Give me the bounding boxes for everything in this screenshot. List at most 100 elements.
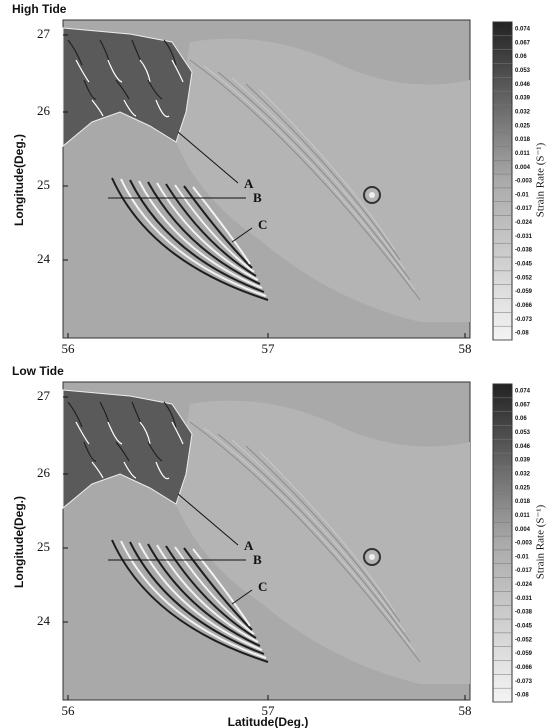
colorbar-tick-label: 0.004 (515, 527, 531, 533)
y-tick-label: 24 (37, 251, 51, 266)
transect-label: A (244, 538, 254, 553)
coast-land (62, 27, 193, 148)
colorbar-tick-label: -0.024 (515, 220, 533, 226)
wave-stripe (165, 183, 257, 277)
colorbar-tick-label: 0.046 (515, 444, 531, 450)
land-texture (123, 461, 137, 479)
land-texture (123, 99, 137, 117)
transect-label: B (253, 552, 262, 567)
wave-stripe (156, 182, 259, 281)
colorbar-tick-label: -0.066 (515, 303, 533, 309)
transect-label: B (253, 190, 262, 205)
far-stripe (203, 427, 416, 653)
wave-stripe (192, 186, 251, 265)
far-stripe (245, 83, 401, 261)
land-texture (163, 401, 177, 428)
colorbar-tick-label: 0.018 (515, 499, 531, 505)
colorbar-tick-label: 0.039 (515, 458, 531, 464)
colorbar-tick-label: 0.032 (515, 471, 531, 477)
panel: Low Tide ABC 27 26 25 24 56 57 58 Longitude(Deg.)… (12, 364, 547, 728)
wave-stripe (129, 541, 265, 655)
colorbar-tick-label: -0.045 (515, 624, 533, 630)
land-texture (171, 59, 184, 83)
land-texture (67, 39, 83, 66)
land-texture (107, 59, 123, 83)
wave-stripe (165, 545, 257, 639)
far-stripe (231, 77, 406, 271)
colorbar-tick-label: 0.011 (515, 513, 530, 519)
far-stripe (245, 445, 401, 623)
far-stripe (259, 451, 396, 613)
panel-title: High Tide (12, 2, 67, 16)
transect-a (177, 131, 239, 184)
wave-stripe (183, 185, 253, 269)
gulf-water (175, 38, 470, 323)
colorbar-tick-label: -0.038 (515, 248, 533, 254)
colorbar-tick-label: 0.067 (515, 402, 531, 408)
land-texture (83, 441, 97, 462)
colorbar-tick-label: 0.046 (515, 82, 531, 88)
land-texture (147, 79, 163, 100)
colorbar-tick-label: 0.074 (515, 388, 531, 394)
land-texture (107, 421, 123, 445)
wave-stripe (147, 181, 261, 285)
x-tick-label: 58 (459, 341, 472, 356)
colorbar-tick-label: -0.08 (515, 693, 529, 699)
colorbar-tick-label: 0.025 (515, 485, 531, 491)
eddy-core (369, 192, 375, 198)
land-texture (91, 461, 104, 479)
colorbar-tick-label: 0.032 (515, 109, 531, 115)
land-texture (155, 99, 170, 118)
y-axis-label: Longitude(Deg.) (12, 496, 26, 588)
colorbar-tick-label: -0.031 (515, 596, 533, 602)
wave-stripe (192, 548, 251, 627)
y-tick-label: 25 (37, 177, 50, 192)
panel-title: Low Tide (12, 364, 64, 378)
colorbar-tick-label: -0.003 (515, 541, 533, 547)
y-tick-label: 27 (37, 388, 51, 403)
eddy-core (369, 554, 375, 560)
far-stripe (231, 439, 406, 633)
land-texture (67, 401, 83, 428)
colorbar-tick-label: -0.073 (515, 317, 533, 323)
transect-label: C (258, 217, 267, 232)
colorbar (492, 383, 513, 703)
transect-c (231, 227, 253, 243)
colorbar-tick-label: -0.059 (515, 651, 533, 657)
wave-stripe (147, 543, 261, 647)
wave-stripe (174, 546, 255, 635)
colorbar (492, 21, 513, 341)
colorbar-tick-label: 0.067 (515, 40, 531, 46)
far-stripe (203, 65, 416, 291)
y-tick-label: 24 (37, 613, 51, 628)
x-tick-label: 56 (62, 703, 76, 718)
far-stripe (217, 433, 411, 643)
land-texture (163, 39, 177, 66)
colorbar-tick-label: -0.017 (515, 206, 533, 212)
land-texture (155, 461, 170, 480)
colorbar-tick-label: -0.003 (515, 179, 533, 185)
colorbar-tick-label: 0.053 (515, 430, 531, 436)
colorbar-tick-label: 0.06 (515, 416, 527, 422)
x-axis-label: Latitude(Deg.) (228, 715, 309, 728)
colorbar-tick-label: 0.025 (515, 123, 531, 129)
wave-stripe (129, 179, 265, 293)
colorbar-tick-label: 0.018 (515, 137, 531, 143)
colorbar-tick-label: -0.066 (515, 665, 533, 671)
colorbar-tick-label: 0.06 (515, 54, 527, 60)
colorbar-tick-label: 0.053 (515, 68, 531, 74)
land-texture (115, 79, 130, 100)
colorbar-tick-label: -0.01 (515, 192, 529, 198)
wave-stripe (174, 184, 255, 273)
eddy (363, 548, 381, 566)
colorbar-tick-label: -0.073 (515, 679, 533, 685)
y-tick-label: 26 (37, 465, 51, 480)
colorbar-tick-label: -0.017 (515, 568, 533, 574)
gulf-water (175, 400, 470, 684)
y-tick-label: 27 (37, 26, 51, 41)
coast-land (62, 389, 193, 510)
colorbar-tick-label: 0.011 (515, 151, 530, 157)
colorbar-label: Strain Rate (S⁻¹) (535, 142, 547, 217)
x-tick-label: 56 (62, 341, 76, 356)
colorbar-tick-label: -0.024 (515, 582, 533, 588)
